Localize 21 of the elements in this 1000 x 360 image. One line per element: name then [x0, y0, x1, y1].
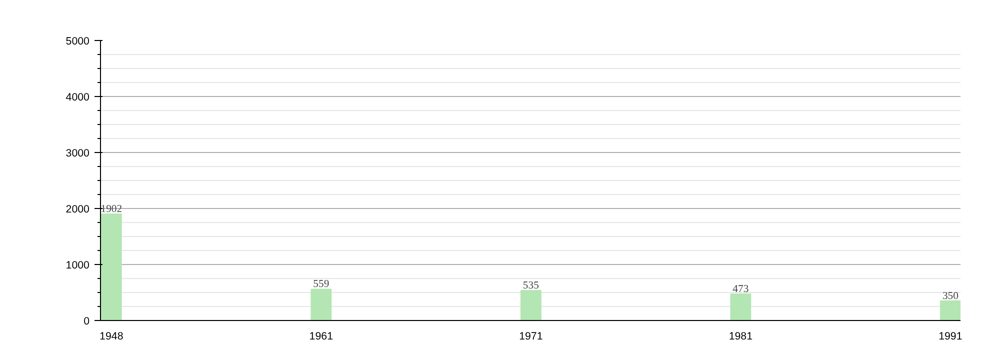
x-tick-label: 1971 — [519, 330, 543, 342]
x-tick-label: 1961 — [309, 330, 334, 342]
y-tick-label: 1000 — [66, 260, 90, 272]
x-tick-label: 1991 — [938, 330, 962, 342]
y-tick-label: 3000 — [66, 148, 90, 160]
data-label: 535 — [522, 280, 539, 292]
bar — [100, 213, 122, 320]
x-tick-label: 1948 — [100, 330, 124, 342]
bar — [520, 290, 542, 320]
bar — [730, 294, 752, 320]
data-label: 559 — [313, 279, 330, 290]
data-label: 1902 — [100, 204, 122, 215]
y-tick-label: 5000 — [66, 36, 90, 48]
y-tick-label: 2000 — [66, 204, 90, 216]
bar — [310, 288, 332, 320]
data-label: 473 — [732, 284, 749, 296]
bar — [940, 300, 960, 320]
y-tick-label: 0 — [84, 316, 90, 328]
x-tick-label: 1981 — [728, 330, 753, 342]
y-tick-label: 4000 — [66, 92, 90, 104]
data-label: 350 — [942, 290, 958, 302]
